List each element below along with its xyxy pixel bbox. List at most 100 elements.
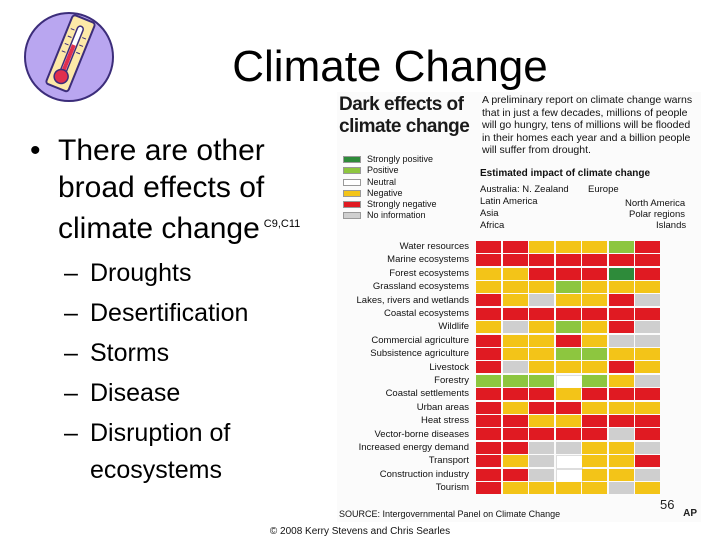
impact-cell xyxy=(555,321,581,334)
impact-cell xyxy=(608,455,634,468)
impact-cell xyxy=(529,267,554,280)
thermometer-icon xyxy=(22,10,116,104)
impact-cell xyxy=(529,294,554,307)
impact-cell xyxy=(502,481,528,494)
impact-cell xyxy=(502,280,528,293)
impact-row-label: Increased energy demand xyxy=(358,442,469,453)
impact-cell xyxy=(635,307,660,320)
impact-cell xyxy=(582,254,607,267)
sub-bullet: – Storms xyxy=(64,339,170,367)
impact-cell xyxy=(502,441,528,454)
impact-cell xyxy=(608,347,634,360)
impact-cell xyxy=(635,280,660,293)
impact-cell xyxy=(555,294,581,307)
impact-cell xyxy=(502,347,528,360)
impact-cell xyxy=(529,455,554,468)
impact-cell xyxy=(502,388,528,401)
impact-cell xyxy=(582,307,607,320)
infographic-title: Dark effects of climate change xyxy=(339,94,470,137)
impact-cell xyxy=(582,280,607,293)
impact-cell xyxy=(555,240,581,253)
legend-item: Neutral xyxy=(341,177,477,188)
impact-cell xyxy=(582,441,607,454)
legend-item: Strongly positive xyxy=(341,154,477,165)
impact-cell xyxy=(635,240,660,253)
impact-cell xyxy=(608,481,634,494)
impact-cell xyxy=(555,334,581,347)
impact-cell xyxy=(635,254,660,267)
impact-cell xyxy=(502,428,528,441)
impact-cell xyxy=(608,294,634,307)
impact-cell xyxy=(608,334,634,347)
impact-cell xyxy=(608,428,634,441)
climate-impact-infographic: Dark effects of climate change A prelimi… xyxy=(337,92,701,522)
legend-swatch xyxy=(343,201,361,209)
impact-cell xyxy=(635,347,660,360)
impact-cell xyxy=(555,347,581,360)
impact-cell xyxy=(635,334,660,347)
impact-cell xyxy=(635,294,660,307)
impact-row-label: Wildlife xyxy=(438,321,469,333)
impact-cell xyxy=(476,374,501,387)
impact-cell xyxy=(502,307,528,320)
impact-row-label: Coastal settlements xyxy=(385,388,469,400)
impact-cell xyxy=(502,374,528,387)
impact-cell xyxy=(582,361,607,374)
impact-row-label: Grassland ecosystems xyxy=(372,281,469,293)
impact-cell xyxy=(529,374,554,387)
impact-cell xyxy=(608,468,634,481)
impact-cell xyxy=(529,401,554,414)
impact-row-label: Construction industry xyxy=(379,468,469,480)
impact-cell xyxy=(608,280,634,293)
impact-cell xyxy=(635,414,660,427)
impact-cell xyxy=(635,428,660,441)
region-label: Africa xyxy=(480,220,505,231)
impact-cell xyxy=(529,361,554,374)
impact-cell xyxy=(476,401,501,414)
impact-cell xyxy=(582,388,607,401)
impact-row-label: Vector-borne diseases xyxy=(374,428,469,440)
impact-cell xyxy=(502,361,528,374)
legend-item: Positive xyxy=(341,165,477,176)
region-label: Australia: N. Zealand xyxy=(480,184,569,195)
region-label: Polar regions xyxy=(629,209,685,220)
impact-row-label: Water resources xyxy=(399,241,469,252)
impact-cell xyxy=(555,388,581,401)
impact-cell xyxy=(582,294,607,307)
impact-cell xyxy=(476,267,501,280)
impact-cell xyxy=(476,240,501,253)
impact-cell xyxy=(555,468,583,483)
main-bullet-text: There are other broad effects of climate… xyxy=(58,134,265,245)
legend-item: Negative xyxy=(341,188,477,199)
impact-cell xyxy=(476,441,501,454)
impact-cell xyxy=(502,267,528,280)
impact-cell xyxy=(529,347,554,360)
legend-swatch xyxy=(343,212,361,220)
impact-cell xyxy=(608,361,634,374)
impact-cell xyxy=(608,441,634,454)
impact-cell xyxy=(555,481,581,494)
impact-cell xyxy=(529,388,554,401)
reference-superscript: C9,C11 xyxy=(263,218,301,230)
impact-cell xyxy=(635,481,660,494)
impact-cell xyxy=(582,374,607,387)
slide-title: Climate Change xyxy=(232,42,548,91)
impact-cell xyxy=(476,428,501,441)
impact-cell xyxy=(608,240,634,253)
impact-cell xyxy=(476,307,501,320)
impact-cell xyxy=(582,455,607,468)
impact-cell xyxy=(555,428,581,441)
impact-cell xyxy=(582,468,607,481)
impact-cell xyxy=(529,254,554,267)
sub-bullet-list: – Droughts – Desertification – Storms – Dise… xyxy=(64,253,324,487)
impact-cell xyxy=(635,388,660,401)
region-label: Asia xyxy=(480,208,499,219)
impact-cell xyxy=(608,401,634,414)
impact-row-label: Forestry xyxy=(434,375,469,386)
impact-cell xyxy=(502,414,528,427)
impact-cell xyxy=(502,240,528,253)
impact-cell xyxy=(582,347,607,360)
impact-row-label: Tourism xyxy=(435,482,469,494)
impact-cell xyxy=(608,267,634,280)
impact-cell xyxy=(529,307,554,320)
